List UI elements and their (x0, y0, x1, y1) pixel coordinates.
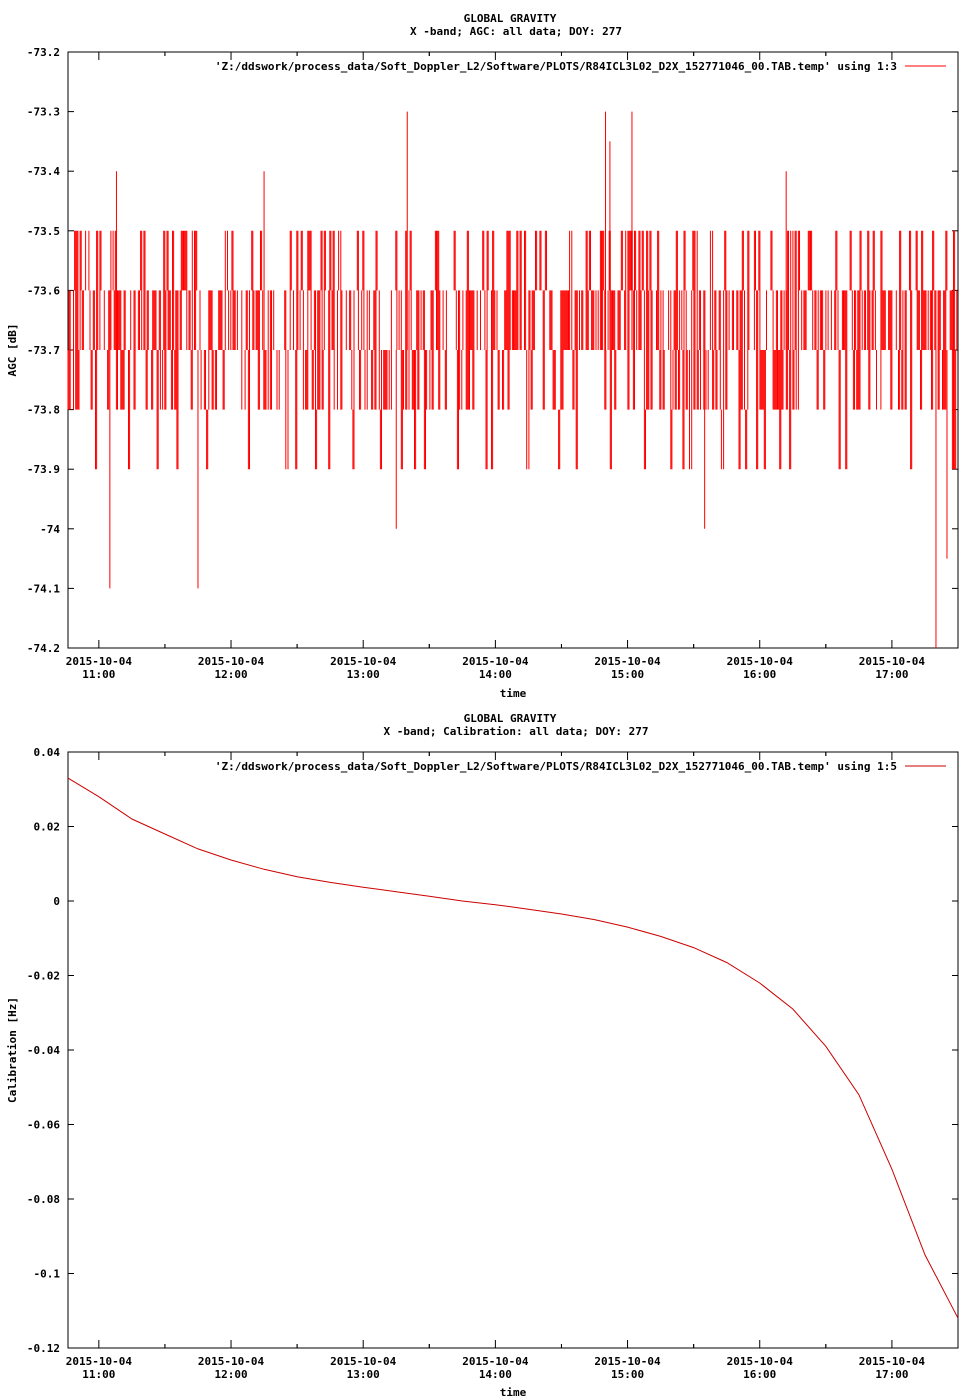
y-tick-label: -73.4 (27, 165, 60, 178)
y-tick-label: -0.12 (27, 1342, 60, 1355)
y-tick-label: -73.9 (27, 463, 60, 476)
y-tick-label: -0.08 (27, 1193, 60, 1206)
x-tick-label-date: 2015-10-04 (330, 655, 397, 668)
cal-plot-frame (67, 751, 959, 1349)
cal-y-ticks: 0.04 0.02 0 -0.02 -0.04 -0.06 -0.08 -0.1 -0.12 (27, 746, 958, 1355)
y-tick-label: -74 (40, 523, 60, 536)
x-tick-label-date: 2015-10-04 (727, 1355, 794, 1368)
cal-x-axis-label: time (500, 1386, 527, 1399)
cal-x-ticks: 2015-10-0411:002015-10-0412:002015-10-04… (66, 752, 926, 1381)
y-tick-label: -73.3 (27, 106, 60, 119)
calibration-line (67, 777, 959, 1319)
agc-line (67, 230, 958, 470)
agc-x-ticks: 2015-10-0411:002015-10-0412:002015-10-04… (66, 52, 926, 681)
agc-chart-subtitle: X -band; AGC: all data; DOY: 277 (410, 25, 622, 38)
x-tick-label-date: 2015-10-04 (859, 1355, 926, 1368)
x-tick-label-time: 17:00 (875, 1368, 908, 1381)
cal-legend-label: 'Z:/ddswork/process_data/Soft_Doppler_L2… (215, 760, 897, 773)
calibration-chart: GLOBAL GRAVITY X -band; Calibration: all… (6, 712, 959, 1399)
y-tick-label: -73.7 (27, 344, 60, 357)
y-tick-label: -0.06 (27, 1119, 60, 1132)
x-tick-label-date: 2015-10-04 (66, 1355, 133, 1368)
agc-y-ticks: -73.2 -73.3 -73.4 -73.5 -73.6 -73.7 -73.8 -73.9… (27, 46, 958, 655)
y-tick-label: 0 (53, 895, 60, 908)
agc-y-axis-label: AGC [dB] (6, 324, 19, 377)
agc-chart-title: GLOBAL GRAVITY (464, 12, 557, 25)
y-tick-label: -73.2 (27, 46, 60, 59)
x-tick-label-date: 2015-10-04 (462, 655, 529, 668)
y-tick-label: -73.6 (27, 284, 60, 297)
agc-x-axis-label: time (500, 687, 527, 700)
x-tick-label-time: 16:00 (743, 1368, 776, 1381)
x-tick-label-time: 13:00 (347, 1368, 380, 1381)
x-tick-label-time: 15:00 (611, 1368, 644, 1381)
x-tick-label-time: 12:00 (214, 668, 247, 681)
y-tick-label: -74.2 (27, 642, 60, 655)
x-tick-label-time: 16:00 (743, 668, 776, 681)
x-tick-label-date: 2015-10-04 (462, 1355, 529, 1368)
cal-y-axis-label: Calibration [Hz] (6, 997, 19, 1103)
x-tick-label-time: 15:00 (611, 668, 644, 681)
x-tick-label-time: 14:00 (479, 1368, 512, 1381)
cal-chart-title: GLOBAL GRAVITY (464, 712, 557, 725)
x-tick-label-time: 11:00 (82, 1368, 115, 1381)
y-tick-label: -0.1 (34, 1268, 61, 1281)
x-tick-label-date: 2015-10-04 (66, 655, 133, 668)
x-tick-label-time: 17:00 (875, 668, 908, 681)
x-tick-label-date: 2015-10-04 (198, 1355, 265, 1368)
x-tick-label-date: 2015-10-04 (330, 1355, 397, 1368)
x-tick-label-time: 12:00 (214, 1368, 247, 1381)
x-tick-label-date: 2015-10-04 (859, 655, 926, 668)
x-tick-label-time: 11:00 (82, 668, 115, 681)
agc-chart: GLOBAL GRAVITY X -band; AGC: all data; D… (6, 12, 959, 700)
y-tick-label: -74.1 (27, 582, 60, 595)
cal-series (67, 777, 959, 1319)
y-tick-label: 0.04 (34, 746, 61, 759)
x-tick-label-time: 14:00 (479, 668, 512, 681)
agc-legend-label: 'Z:/ddswork/process_data/Soft_Doppler_L2… (215, 60, 897, 73)
y-tick-label: -73.8 (27, 404, 60, 417)
y-tick-label: 0.02 (34, 821, 61, 834)
y-tick-label: -0.02 (27, 970, 60, 983)
x-tick-label-date: 2015-10-04 (594, 655, 661, 668)
x-tick-label-date: 2015-10-04 (727, 655, 794, 668)
x-tick-label-date: 2015-10-04 (198, 655, 265, 668)
cal-chart-subtitle: X -band; Calibration: all data; DOY: 277 (384, 725, 649, 738)
x-tick-label-time: 13:00 (347, 668, 380, 681)
agc-series (67, 111, 958, 648)
x-tick-label-date: 2015-10-04 (594, 1355, 661, 1368)
y-tick-label: -0.04 (27, 1044, 60, 1057)
y-tick-label: -73.5 (27, 225, 60, 238)
